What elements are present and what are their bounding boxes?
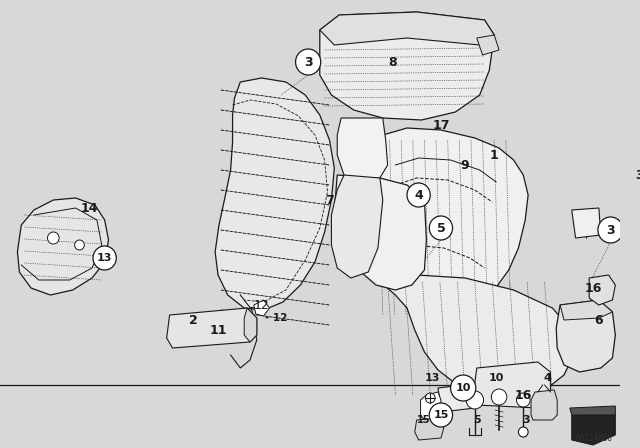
Circle shape bbox=[518, 427, 528, 437]
Polygon shape bbox=[244, 308, 257, 342]
Polygon shape bbox=[560, 300, 612, 320]
Circle shape bbox=[296, 49, 321, 75]
Polygon shape bbox=[570, 406, 615, 415]
Circle shape bbox=[47, 232, 59, 244]
Circle shape bbox=[598, 217, 623, 243]
Polygon shape bbox=[438, 384, 475, 412]
Text: 7: 7 bbox=[325, 194, 334, 207]
Polygon shape bbox=[215, 78, 334, 310]
Text: 15: 15 bbox=[433, 410, 449, 420]
Text: 10: 10 bbox=[488, 373, 504, 383]
Text: 9: 9 bbox=[461, 159, 470, 172]
Text: 4: 4 bbox=[543, 373, 552, 383]
Polygon shape bbox=[166, 308, 257, 348]
Text: 4: 4 bbox=[414, 189, 423, 202]
Circle shape bbox=[492, 389, 507, 405]
Text: 11: 11 bbox=[209, 323, 227, 336]
Text: 6: 6 bbox=[595, 314, 603, 327]
Text: 12: 12 bbox=[254, 298, 269, 311]
Text: - 12: - 12 bbox=[265, 313, 287, 323]
Text: 5: 5 bbox=[436, 221, 445, 234]
Text: 3: 3 bbox=[522, 415, 530, 425]
Polygon shape bbox=[473, 362, 550, 408]
Text: 17: 17 bbox=[432, 119, 450, 132]
Circle shape bbox=[75, 240, 84, 250]
Circle shape bbox=[429, 216, 452, 240]
Circle shape bbox=[426, 393, 435, 403]
Circle shape bbox=[627, 162, 640, 188]
Circle shape bbox=[429, 403, 452, 427]
Polygon shape bbox=[477, 35, 499, 55]
Text: 13: 13 bbox=[97, 253, 113, 263]
Circle shape bbox=[93, 246, 116, 270]
Circle shape bbox=[516, 393, 530, 407]
Circle shape bbox=[407, 183, 430, 207]
Polygon shape bbox=[572, 208, 601, 238]
Text: 13: 13 bbox=[424, 373, 440, 383]
Text: 00124688: 00124688 bbox=[575, 434, 612, 443]
Polygon shape bbox=[17, 198, 109, 295]
Polygon shape bbox=[254, 300, 269, 316]
Circle shape bbox=[466, 391, 484, 409]
Polygon shape bbox=[337, 118, 388, 182]
Text: 3: 3 bbox=[304, 56, 312, 69]
Text: 1: 1 bbox=[490, 148, 499, 161]
Text: 2: 2 bbox=[189, 314, 198, 327]
Text: 16: 16 bbox=[515, 388, 532, 401]
Text: 15: 15 bbox=[417, 415, 430, 425]
Polygon shape bbox=[556, 300, 615, 372]
Polygon shape bbox=[320, 12, 494, 120]
Text: 5: 5 bbox=[473, 415, 481, 425]
Polygon shape bbox=[378, 275, 573, 398]
Polygon shape bbox=[531, 390, 557, 420]
Polygon shape bbox=[589, 275, 615, 305]
Polygon shape bbox=[374, 128, 528, 320]
Polygon shape bbox=[332, 175, 383, 278]
Circle shape bbox=[451, 375, 476, 401]
Polygon shape bbox=[420, 392, 441, 420]
Text: 8: 8 bbox=[388, 56, 397, 69]
Text: 14: 14 bbox=[81, 202, 98, 215]
Text: 10: 10 bbox=[456, 383, 471, 393]
Text: 16: 16 bbox=[584, 281, 602, 294]
Text: 3: 3 bbox=[636, 168, 640, 181]
Polygon shape bbox=[320, 12, 494, 45]
Polygon shape bbox=[572, 415, 615, 445]
Polygon shape bbox=[335, 175, 426, 290]
Polygon shape bbox=[415, 418, 444, 440]
Text: 3: 3 bbox=[606, 224, 615, 237]
